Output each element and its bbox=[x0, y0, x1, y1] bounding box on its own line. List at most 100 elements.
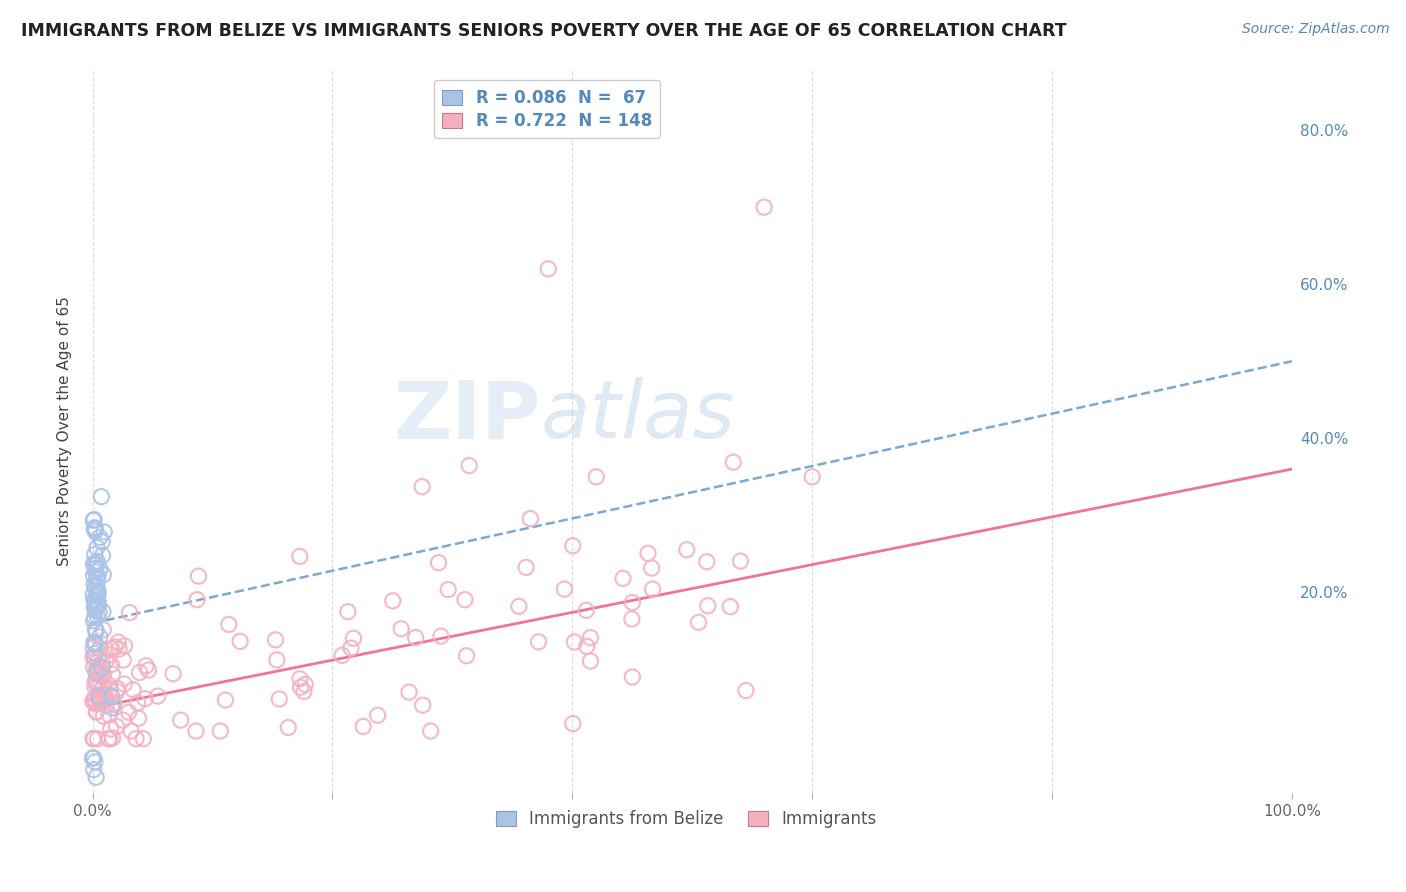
Point bbox=[430, 629, 453, 643]
Point bbox=[675, 542, 697, 557]
Point bbox=[381, 594, 404, 608]
Point bbox=[89, 530, 111, 544]
Point bbox=[83, 635, 105, 649]
Point bbox=[127, 696, 149, 710]
Point bbox=[637, 546, 659, 560]
Point bbox=[84, 601, 107, 615]
Point bbox=[456, 648, 478, 663]
Point bbox=[294, 677, 316, 691]
Point bbox=[103, 697, 125, 711]
Point bbox=[100, 682, 122, 697]
Point bbox=[730, 554, 752, 568]
Point bbox=[454, 592, 477, 607]
Point bbox=[91, 549, 114, 563]
Point bbox=[585, 470, 607, 484]
Point bbox=[86, 590, 108, 604]
Point bbox=[91, 670, 114, 684]
Point bbox=[84, 603, 107, 617]
Point bbox=[290, 680, 312, 694]
Point bbox=[86, 598, 108, 612]
Point bbox=[90, 682, 112, 697]
Point bbox=[620, 612, 643, 626]
Point bbox=[146, 689, 169, 703]
Point bbox=[84, 561, 107, 575]
Legend: Immigrants from Belize, Immigrants: Immigrants from Belize, Immigrants bbox=[489, 804, 883, 835]
Point bbox=[112, 713, 135, 727]
Point bbox=[84, 647, 107, 661]
Point bbox=[125, 731, 148, 746]
Point bbox=[186, 592, 208, 607]
Point bbox=[86, 554, 108, 568]
Point bbox=[96, 698, 118, 712]
Point bbox=[83, 512, 105, 526]
Point bbox=[754, 200, 776, 214]
Point bbox=[89, 688, 111, 702]
Point bbox=[94, 655, 117, 669]
Point bbox=[342, 632, 364, 646]
Point bbox=[87, 651, 110, 665]
Point bbox=[86, 705, 108, 719]
Point bbox=[170, 713, 193, 727]
Point bbox=[688, 615, 710, 630]
Point bbox=[93, 524, 115, 539]
Point bbox=[91, 688, 114, 702]
Point bbox=[419, 724, 441, 739]
Point bbox=[100, 641, 122, 656]
Point bbox=[100, 657, 122, 672]
Point bbox=[84, 624, 107, 639]
Point bbox=[84, 697, 107, 711]
Point bbox=[135, 658, 157, 673]
Point bbox=[84, 623, 107, 637]
Point bbox=[389, 622, 412, 636]
Point bbox=[579, 631, 602, 645]
Point bbox=[90, 667, 112, 681]
Point bbox=[86, 663, 108, 677]
Point bbox=[97, 731, 120, 746]
Point bbox=[128, 711, 150, 725]
Point bbox=[579, 654, 602, 668]
Point bbox=[82, 568, 104, 582]
Point bbox=[340, 641, 363, 656]
Point bbox=[120, 724, 142, 739]
Point bbox=[91, 661, 114, 675]
Point bbox=[269, 692, 291, 706]
Point bbox=[214, 693, 236, 707]
Point bbox=[86, 558, 108, 572]
Point bbox=[612, 571, 634, 585]
Point bbox=[90, 696, 112, 710]
Point bbox=[84, 581, 107, 595]
Point bbox=[330, 648, 353, 663]
Point bbox=[91, 534, 114, 549]
Point bbox=[537, 261, 560, 276]
Point bbox=[292, 684, 315, 698]
Point bbox=[108, 642, 131, 657]
Point bbox=[89, 641, 111, 656]
Point bbox=[103, 698, 125, 712]
Point bbox=[84, 674, 107, 689]
Point bbox=[83, 614, 105, 628]
Point bbox=[83, 693, 105, 707]
Point bbox=[696, 599, 718, 613]
Point bbox=[84, 599, 107, 614]
Point bbox=[229, 634, 252, 648]
Point bbox=[162, 666, 184, 681]
Point bbox=[101, 667, 124, 681]
Point bbox=[723, 455, 745, 469]
Point bbox=[118, 706, 141, 720]
Point bbox=[86, 598, 108, 612]
Point bbox=[97, 707, 120, 722]
Point bbox=[82, 751, 104, 765]
Point bbox=[100, 722, 122, 736]
Point bbox=[91, 605, 114, 619]
Point bbox=[86, 573, 108, 587]
Point bbox=[134, 691, 156, 706]
Point bbox=[89, 690, 111, 704]
Point bbox=[107, 635, 129, 649]
Point bbox=[83, 520, 105, 534]
Point bbox=[352, 719, 374, 733]
Point bbox=[93, 709, 115, 723]
Point bbox=[367, 708, 389, 723]
Point bbox=[87, 691, 110, 706]
Point bbox=[107, 681, 129, 696]
Point bbox=[264, 632, 287, 647]
